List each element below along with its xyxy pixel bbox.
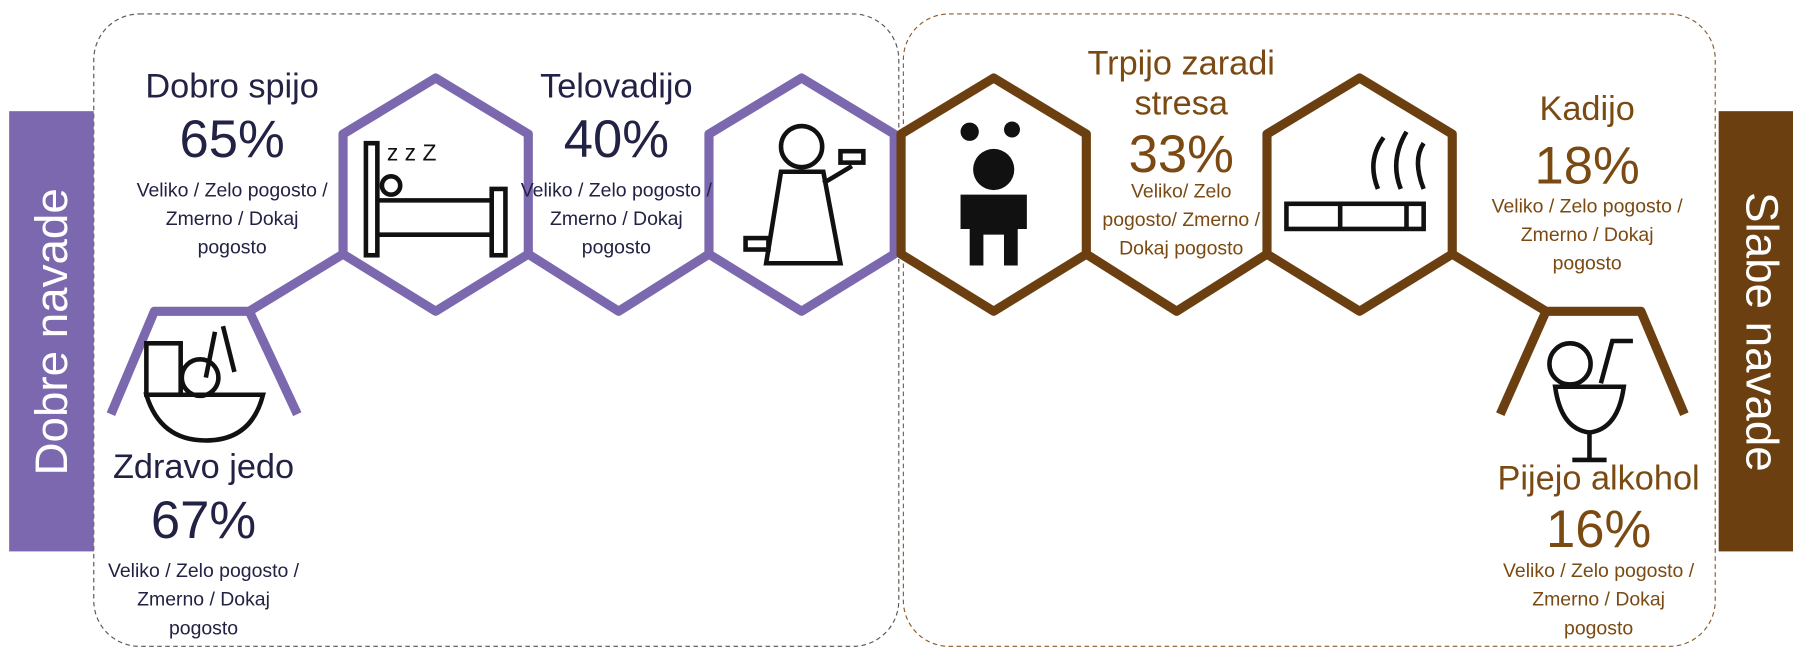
habit-title: Kadijo: [1539, 90, 1634, 128]
cocktail-icon: [1547, 338, 1633, 463]
stress-icon: [960, 121, 1027, 266]
right-sidebar: [1718, 111, 1793, 552]
bad-frame: [902, 13, 1716, 647]
habit-description: Veliko / Zelo pogosto /: [521, 179, 713, 201]
habit-description: Zmerno / Dokaj: [550, 208, 683, 230]
left-sidebar: [9, 111, 94, 552]
habit-description: pogosto: [1564, 617, 1633, 639]
habit-title: Dobro spijo: [145, 67, 318, 105]
left-sidebar-label: Dobre navade: [26, 188, 77, 475]
bad-hex-chain: [896, 73, 1689, 417]
habit-description: pogosto: [1553, 253, 1622, 275]
good-frame: [93, 13, 900, 647]
habit-title: Zdravo jedo: [113, 448, 294, 486]
habit-item: Telovadijo 40% Veliko / Zelo pogosto / Zmer…: [521, 67, 713, 258]
habit-title: Pijejo alkohol: [1498, 460, 1700, 498]
habit-title: stresa: [1135, 85, 1229, 123]
habit-description: Veliko / Zelo pogosto /: [1503, 560, 1695, 582]
habit-description: pogosto: [169, 617, 238, 639]
habit-percent: 16%: [1546, 500, 1651, 559]
habit-percent: 33%: [1129, 125, 1234, 184]
habit-percent: 40%: [564, 110, 669, 169]
good-hex-chain: [106, 73, 899, 417]
habit-description: Zmerno / Dokaj: [1532, 589, 1665, 611]
bed-icon: z z Z: [363, 140, 508, 258]
habit-description: pogosto/ Zmerno /: [1102, 209, 1260, 231]
habit-percent: 67%: [151, 491, 256, 550]
habit-description: Dokaj pogosto: [1119, 238, 1243, 260]
habit-item: Kadijo 18%Veliko / Zelo pogosto / Zmerno /…: [1492, 90, 1684, 274]
habit-description: Veliko/ Zelo: [1131, 180, 1231, 202]
habit-description: Veliko / Zelo pogosto /: [1492, 195, 1684, 217]
habit-percent: 18%: [1535, 136, 1640, 195]
habit-description: Zmerno / Dokaj: [137, 589, 270, 611]
fruit-icon: [143, 325, 266, 443]
habit-description: Veliko / Zelo pogosto /: [108, 560, 300, 582]
habit-percent: 65%: [179, 110, 284, 169]
habit-item: Dobro spijo 65% Veliko / Zelo pogosto / Zme…: [137, 67, 329, 258]
exercise-icon: [743, 123, 866, 266]
svg-text:z z Z: z z Z: [387, 140, 437, 166]
habit-description: pogosto: [198, 237, 267, 259]
cigarette-icon: [1284, 130, 1426, 232]
habit-description: Veliko / Zelo pogosto /: [137, 179, 329, 201]
habit-description: Zmerno / Dokaj: [166, 208, 299, 230]
habit-title: Trpijo zaradi: [1088, 44, 1275, 82]
habit-item: Zdravo jedo 67% Veliko / Zelo pogosto / Zme…: [108, 448, 300, 639]
right-sidebar-label: Slabe navade: [1737, 192, 1788, 472]
habit-description: Zmerno / Dokaj: [1521, 224, 1654, 246]
habit-title: Telovadijo: [540, 67, 693, 105]
habit-description: pogosto: [582, 237, 651, 259]
